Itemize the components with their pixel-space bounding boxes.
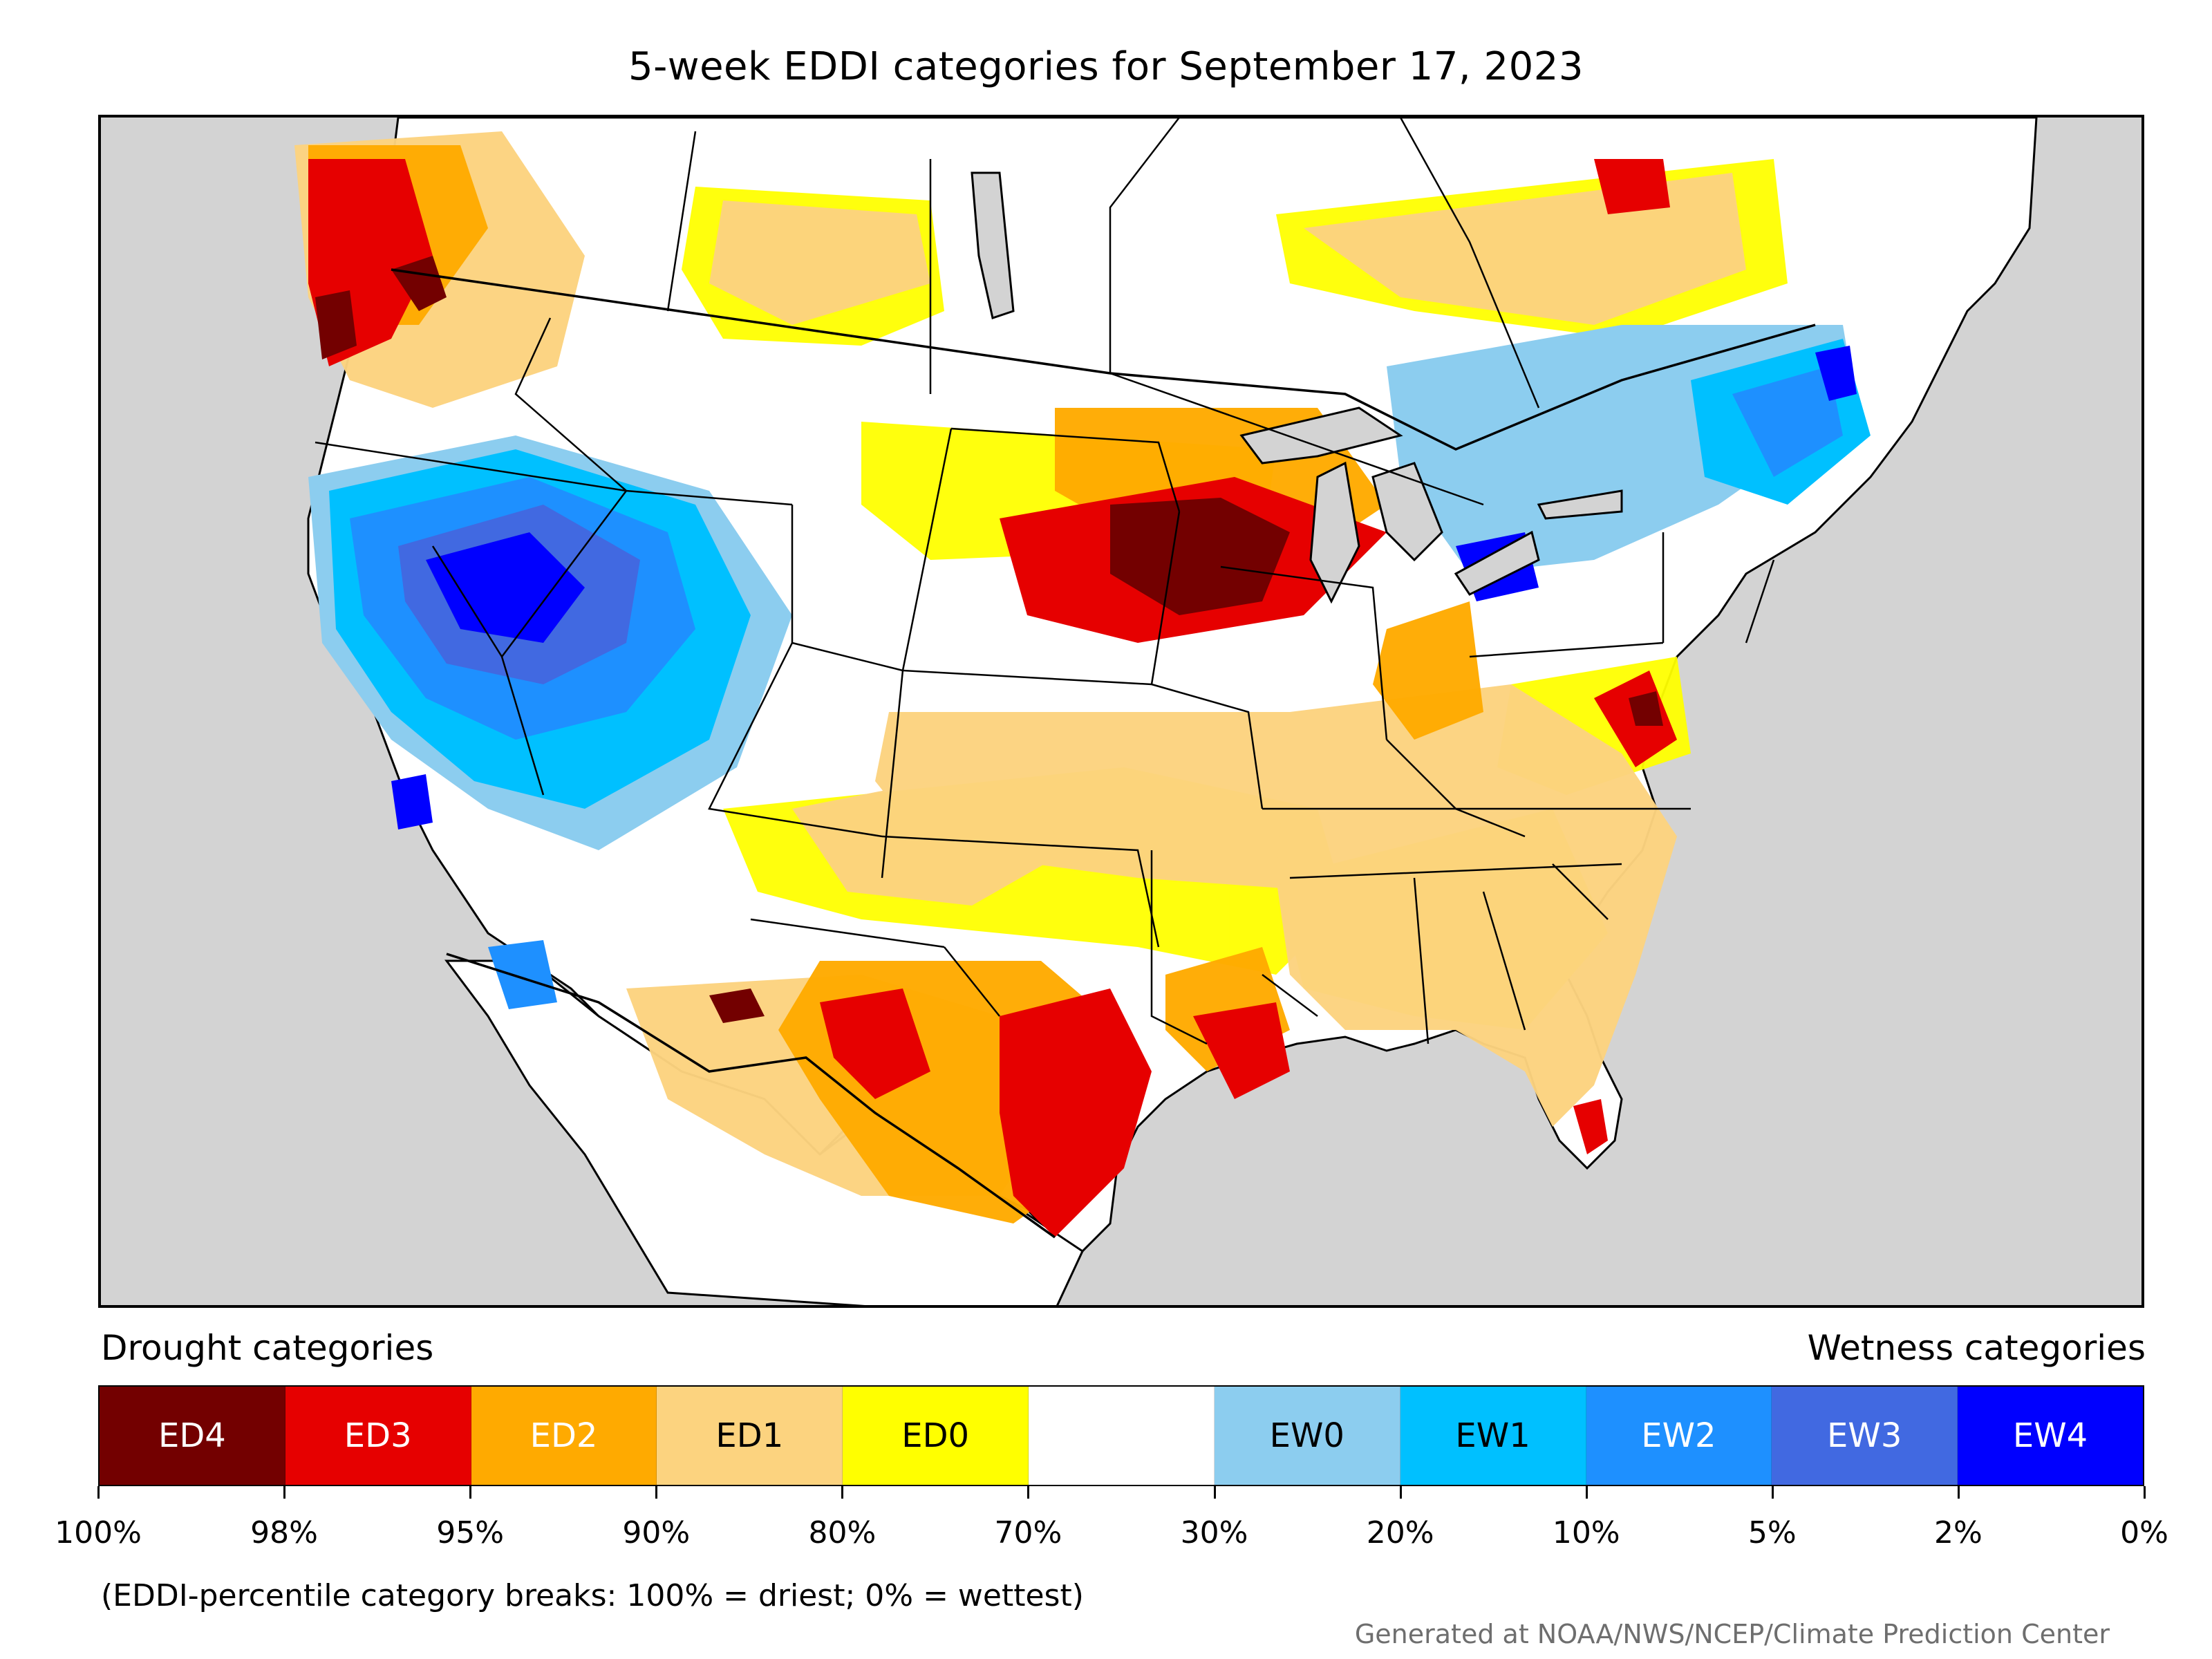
- colorbar-tick-label: 0%: [2120, 1515, 2168, 1550]
- wetness-categories-heading: Wetness categories: [1807, 1328, 2146, 1368]
- colorbar-tick-label: 30%: [1180, 1515, 1248, 1550]
- colorbar-tick-label: 90%: [622, 1515, 691, 1550]
- colorbar-tick: [97, 1486, 100, 1499]
- map-title: 5-week EDDI categories for September 17,…: [628, 44, 1584, 89]
- colorbar-tick: [283, 1486, 286, 1499]
- colorbar-tick-label: 5%: [1747, 1515, 1797, 1550]
- category-colorbar: ED4 ED3 ED2 ED1 ED0 EW0 EW1 EW2 EW3 EW4: [98, 1385, 2144, 1486]
- colorbar-tick: [1213, 1486, 1216, 1499]
- colorbar-tick-label: 70%: [994, 1515, 1062, 1550]
- colorbar-cell-ew4: EW4: [1958, 1387, 2143, 1485]
- colorbar-tick: [841, 1486, 844, 1499]
- colorbar-tick: [2144, 1486, 2146, 1499]
- colorbar-tick-label: 95%: [436, 1515, 505, 1550]
- colorbar-cell-neutral: [1029, 1387, 1215, 1485]
- colorbar-cell-ed3: ED3: [285, 1387, 471, 1485]
- colorbar-tick: [1399, 1486, 1402, 1499]
- colorbar-tick: [469, 1486, 472, 1499]
- colorbar-cell-ew0: EW0: [1214, 1387, 1400, 1485]
- us-canada-border: [391, 268, 1816, 451]
- ed3-regions: [308, 159, 1677, 1237]
- colorbar-tick: [655, 1486, 658, 1499]
- colorbar-tick: [1771, 1486, 1774, 1499]
- colorbar-cell-ed0: ED0: [843, 1387, 1029, 1485]
- colorbar-tick: [1957, 1486, 1960, 1499]
- ed4-regions: [315, 256, 1663, 1023]
- great-lakes: [971, 171, 1623, 604]
- credit-line: Generated at NOAA/NWS/NCEP/Climate Predi…: [1354, 1619, 2110, 1649]
- colorbar-tick-label: 2%: [1934, 1515, 1983, 1550]
- colorbar-tick-label: 98%: [250, 1515, 318, 1550]
- colorbar-cell-ed1: ED1: [657, 1387, 843, 1485]
- drought-categories-heading: Drought categories: [101, 1328, 434, 1368]
- map-canvas: [101, 118, 2141, 1305]
- eddi-map: [98, 115, 2144, 1308]
- colorbar-cell-ew3: EW3: [1772, 1387, 1958, 1485]
- colorbar-ticks: [97, 1486, 2146, 1500]
- ew-regions-east: [1387, 325, 1871, 601]
- colorbar-tick-label: 100%: [55, 1515, 142, 1550]
- colorbar-tick-label: 10%: [1552, 1515, 1620, 1550]
- colorbar-tick: [1027, 1486, 1030, 1499]
- ew-regions-west: [308, 435, 792, 1009]
- colorbar-tick: [1585, 1486, 1588, 1499]
- category-breaks-note: (EDDI-percentile category breaks: 100% =…: [101, 1578, 1084, 1613]
- colorbar-cell-ed2: ED2: [471, 1387, 657, 1485]
- us-mexico-border: [446, 953, 1056, 1239]
- colorbar-tick-label: 80%: [808, 1515, 877, 1550]
- colorbar-tick-label: 20%: [1366, 1515, 1434, 1550]
- colorbar-cell-ed4: ED4: [100, 1387, 285, 1485]
- colorbar-cell-ew1: EW1: [1400, 1387, 1586, 1485]
- colorbar-cell-ew2: EW2: [1586, 1387, 1772, 1485]
